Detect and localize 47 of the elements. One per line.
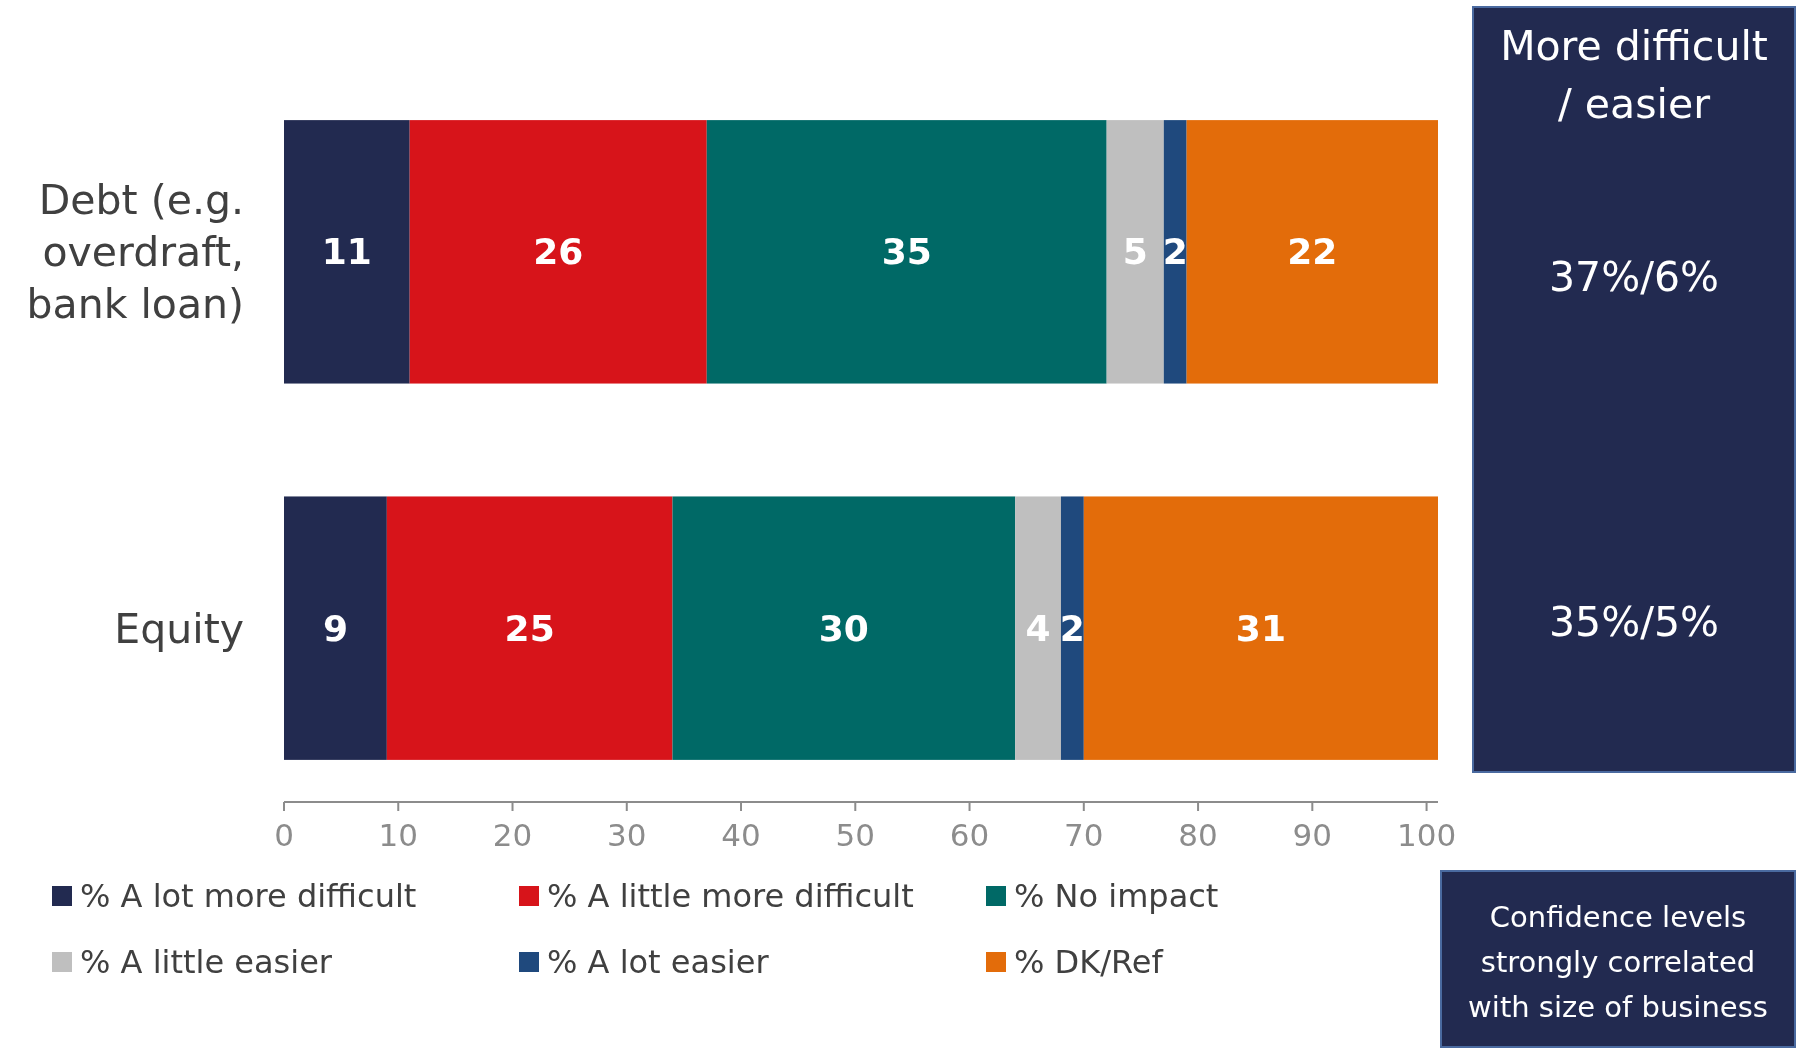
x-tick-label: 90	[1292, 817, 1333, 853]
data-label: 30	[818, 607, 869, 649]
data-label: 2	[1162, 231, 1188, 273]
text: More difficult / easier	[1500, 22, 1768, 129]
y-tick-label: Debt (e.g. overdraft, bank loan)	[26, 176, 244, 329]
legend-label: % No impact	[1014, 877, 1219, 916]
y-tick-label: Equity	[114, 604, 244, 653]
x-tick-label: 20	[492, 817, 533, 853]
x-tick-label: 80	[1178, 817, 1218, 853]
data-label: 25	[504, 607, 555, 649]
x-tick-label: 60	[949, 817, 990, 853]
data-label: 35	[881, 231, 932, 273]
bar	[1106, 120, 1164, 384]
data-label: 11	[321, 231, 372, 273]
bar	[672, 496, 1016, 760]
bar	[1186, 120, 1438, 384]
data-label: 9	[322, 607, 348, 649]
bar	[386, 496, 673, 760]
x-tick-label: 100	[1396, 817, 1457, 853]
x-tick-label: 10	[378, 817, 418, 853]
text: 35%/5%	[1549, 598, 1719, 647]
legend-label: % DK/Ref	[1014, 943, 1164, 982]
bar	[1060, 496, 1084, 760]
bar	[1163, 120, 1187, 384]
legend-label: % A lot easier	[547, 943, 770, 982]
data-label: 4	[1025, 607, 1051, 649]
bar	[284, 120, 410, 384]
x-tick-label: 70	[1064, 817, 1104, 853]
data-label: 22	[1287, 231, 1338, 273]
x-tick-label: 40	[721, 817, 761, 853]
x-tick-label: 50	[835, 817, 876, 853]
data-label: 5	[1122, 231, 1148, 273]
text: Confidence levels strongly correlated with size of business	[1468, 900, 1768, 1025]
legend-label: % A lot more difficult	[80, 877, 417, 916]
legend-label: % A little more difficult	[547, 877, 914, 916]
bar	[409, 120, 707, 384]
x-tick-label: 30	[607, 817, 647, 853]
data-label: 2	[1059, 607, 1085, 649]
data-label: 31	[1235, 607, 1286, 649]
legend-label: % A little easier	[80, 943, 333, 982]
bar	[1015, 496, 1061, 760]
data-label: 26	[533, 231, 584, 273]
bar	[284, 496, 387, 760]
bar	[1083, 496, 1438, 760]
x-tick-label: 0	[274, 817, 294, 853]
text: 37%/6%	[1549, 253, 1719, 302]
bar	[706, 120, 1107, 384]
